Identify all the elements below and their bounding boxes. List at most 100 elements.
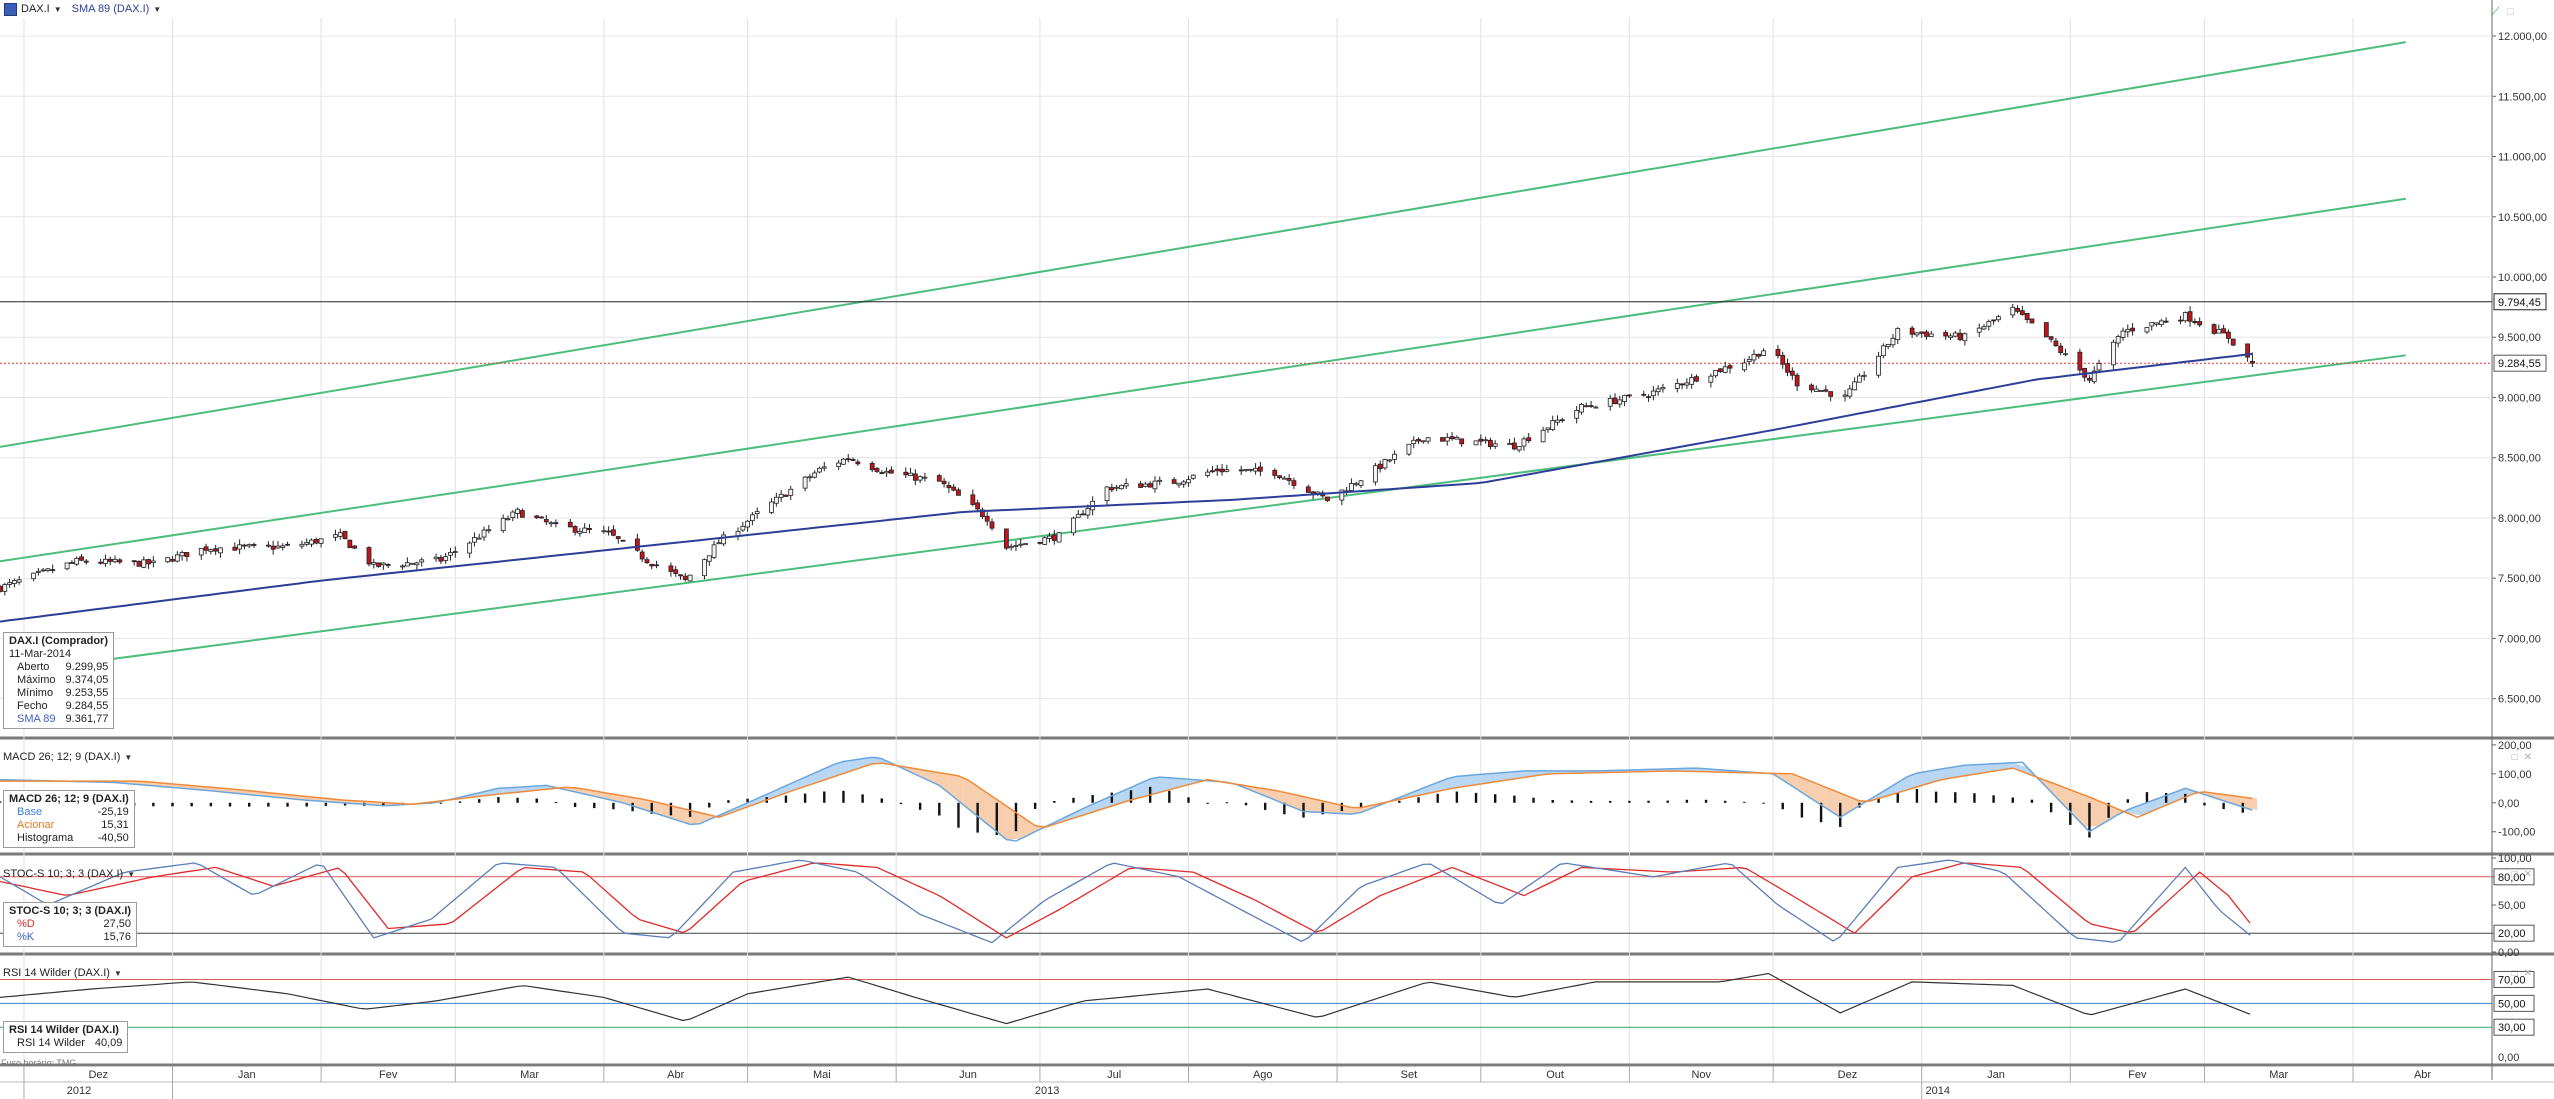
candle-down <box>2058 345 2064 353</box>
symbol-label: DAX.I <box>21 3 50 15</box>
candle-up <box>1056 532 1062 543</box>
candle-up <box>1928 333 1934 337</box>
candle-down <box>107 558 113 562</box>
candle-down <box>1559 419 1565 422</box>
macd-histogram-bar <box>1091 795 1094 803</box>
timezone-label: Fuso horário: TMG <box>1 1058 77 1068</box>
info-value: 9.361,77 <box>65 713 109 725</box>
candle-down <box>1612 397 1618 405</box>
candle-down <box>639 551 645 560</box>
y-tick-label: 50,00 <box>2498 900 2526 912</box>
candle-up <box>1555 419 1560 423</box>
candle-up <box>1622 394 1627 402</box>
candle-down <box>1785 363 1790 373</box>
macd-histogram-bar <box>784 795 788 803</box>
macd-histogram-bar <box>2145 792 2149 803</box>
candle-up <box>45 568 51 571</box>
macd-histogram-bar <box>593 802 596 809</box>
candle-down <box>970 494 976 505</box>
candle-down <box>251 544 257 546</box>
candle-down <box>1794 374 1800 387</box>
macd-histogram-bar <box>2049 802 2053 813</box>
candle-up <box>773 496 779 504</box>
maximize-icon[interactable]: □ <box>2511 968 2518 979</box>
candle-down <box>1909 327 1915 335</box>
window-icon[interactable]: □ <box>2507 6 2514 18</box>
candle-up <box>1420 440 1426 443</box>
candle-down <box>2043 322 2049 338</box>
macd-pane-title[interactable]: MACD 26; 12; 9 (DAX.I) ▼ <box>3 751 132 763</box>
maximize-icon[interactable]: □ <box>2511 869 2518 880</box>
candle-up <box>1674 383 1680 389</box>
overlay-selector[interactable]: SMA 89 (DAX.I) ▼ <box>72 3 162 15</box>
candle-down <box>1991 319 1996 322</box>
candle-up <box>165 557 171 563</box>
candle-up <box>275 545 281 549</box>
candle-up <box>208 549 214 552</box>
candle-up <box>198 548 204 556</box>
macd-histogram-bar <box>1896 792 1899 803</box>
draw-trendline-icon[interactable]: ⟋ <box>2491 6 2500 18</box>
close-icon[interactable]: ✕ <box>2523 752 2532 763</box>
main-info-title: DAX.I (Comprador) <box>9 635 108 647</box>
candle-up <box>419 559 425 563</box>
macd-histogram-bar <box>171 802 174 807</box>
candle-down <box>634 538 640 551</box>
stoch-pane-title[interactable]: STOC-S 10; 3; 3 (DAX.I) ▼ <box>3 868 135 880</box>
macd-fill <box>1811 781 1826 808</box>
candle-down <box>1257 466 1263 472</box>
candle-down <box>1626 394 1632 397</box>
candle-down <box>1377 463 1383 469</box>
candle-down <box>879 472 885 474</box>
candle-up <box>433 556 439 560</box>
info-label: Máximo <box>17 674 56 686</box>
candle-up <box>1914 332 1920 336</box>
candle-down <box>668 565 674 572</box>
candle-up <box>2120 330 2126 338</box>
macd-fill <box>2055 784 2071 812</box>
candle-up <box>1742 362 1747 371</box>
macd-histogram-bar <box>1954 792 1957 803</box>
maximize-icon[interactable]: □ <box>2511 752 2518 763</box>
y-tick-label: 11.500,00 <box>2498 91 2546 103</box>
candle-down <box>783 494 789 497</box>
candle-down <box>912 473 918 481</box>
macd-histogram-bar <box>1110 792 1114 803</box>
candle-down <box>1943 332 1949 337</box>
rsi-pane-title[interactable]: RSI 14 Wilder (DAX.I) ▼ <box>3 967 122 979</box>
close-icon[interactable]: ✕ <box>2523 968 2532 979</box>
candle-up <box>1842 394 1848 397</box>
macd-histogram-bar <box>1704 799 1708 803</box>
candle-up <box>467 542 473 554</box>
candle-up <box>1976 327 1982 333</box>
macd-pane-icons: □ ✕ <box>2512 752 2532 763</box>
candle-up <box>2063 353 2068 356</box>
candle-up <box>1013 544 1019 547</box>
y-tick-label: 11.000,00 <box>2498 152 2546 164</box>
candle-up <box>1713 370 1719 377</box>
candle-down <box>98 561 104 564</box>
macd-histogram-bar <box>631 802 634 812</box>
macd-fill <box>618 795 633 806</box>
macd-histogram-bar <box>1609 800 1612 803</box>
candle-down <box>2197 321 2203 326</box>
candle-down <box>342 530 348 540</box>
macd-histogram-bar <box>918 802 922 810</box>
macd-histogram-bar <box>1494 794 1497 803</box>
candle-up <box>2115 336 2121 344</box>
candle-down <box>1147 483 1153 488</box>
x-month-label: Nov <box>1691 1069 1711 1081</box>
macd-histogram-bar <box>2184 793 2187 803</box>
candle-up <box>16 579 22 583</box>
candle-down <box>539 516 544 519</box>
candle-up <box>1444 437 1450 442</box>
macd-info-title: MACD 26; 12; 9 (DAX.I) <box>9 793 129 805</box>
candle-down <box>673 569 679 574</box>
macd-histogram-bar <box>650 802 653 814</box>
symbol-selector[interactable]: DAX.I ▼ <box>4 2 62 16</box>
close-icon[interactable]: ✕ <box>2523 869 2532 880</box>
candle-up <box>1857 375 1862 383</box>
macd-histogram-bar <box>880 798 883 803</box>
info-value: 40,09 <box>94 1037 123 1049</box>
macd-fill <box>920 769 935 784</box>
